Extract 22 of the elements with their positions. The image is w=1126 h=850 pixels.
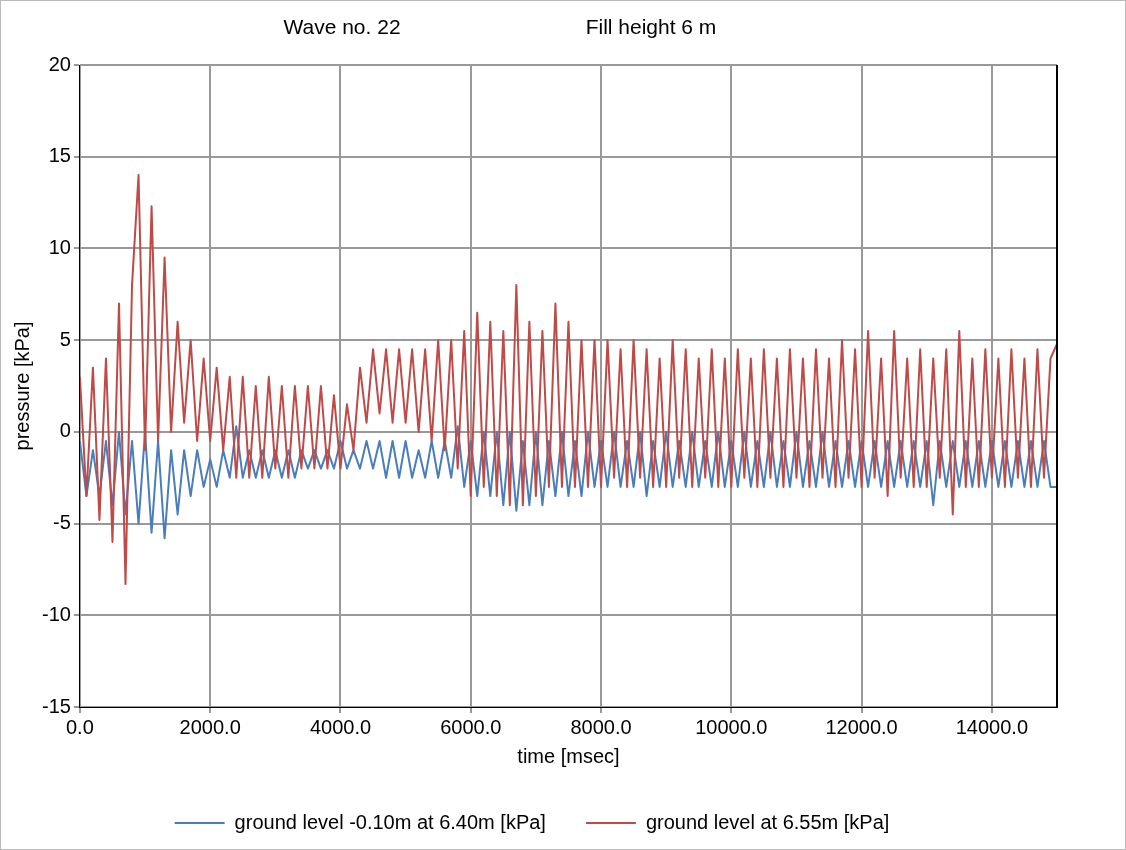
y-tick-label: -15	[42, 694, 71, 717]
y-tick-label: 10	[48, 235, 71, 258]
x-tick-label: 4000.0	[309, 715, 372, 738]
y-tick-label: 20	[48, 52, 71, 75]
x-axis-title: time [msec]	[517, 744, 620, 767]
y-tick-label: 15	[48, 144, 71, 167]
chart-title: Wave no. 22	[283, 15, 401, 39]
x-tick-label: 6000.0	[440, 715, 502, 738]
x-tick-label: 2000.0	[179, 715, 241, 738]
y-tick-label: -5	[53, 511, 71, 534]
y-tick-label: 0	[59, 419, 71, 442]
x-tick-label: 14000.0	[955, 715, 1029, 738]
y-axis-title: pressure [kPa]	[10, 321, 33, 451]
y-tick-label: 5	[59, 327, 71, 350]
x-tick-label: 8000.0	[570, 715, 632, 738]
x-tick-label: 12000.0	[825, 715, 898, 738]
y-tick-label: -10	[42, 602, 71, 625]
x-tick-label: 10000.0	[695, 715, 768, 738]
x-tick-label: 0.0	[66, 715, 94, 738]
legend-label: ground level at 6.55m [kPa]	[645, 810, 890, 833]
chart-subtitle: Fill height 6 m	[585, 15, 717, 39]
legend-label: ground level -0.10m at 6.40m [kPa]	[234, 810, 546, 833]
